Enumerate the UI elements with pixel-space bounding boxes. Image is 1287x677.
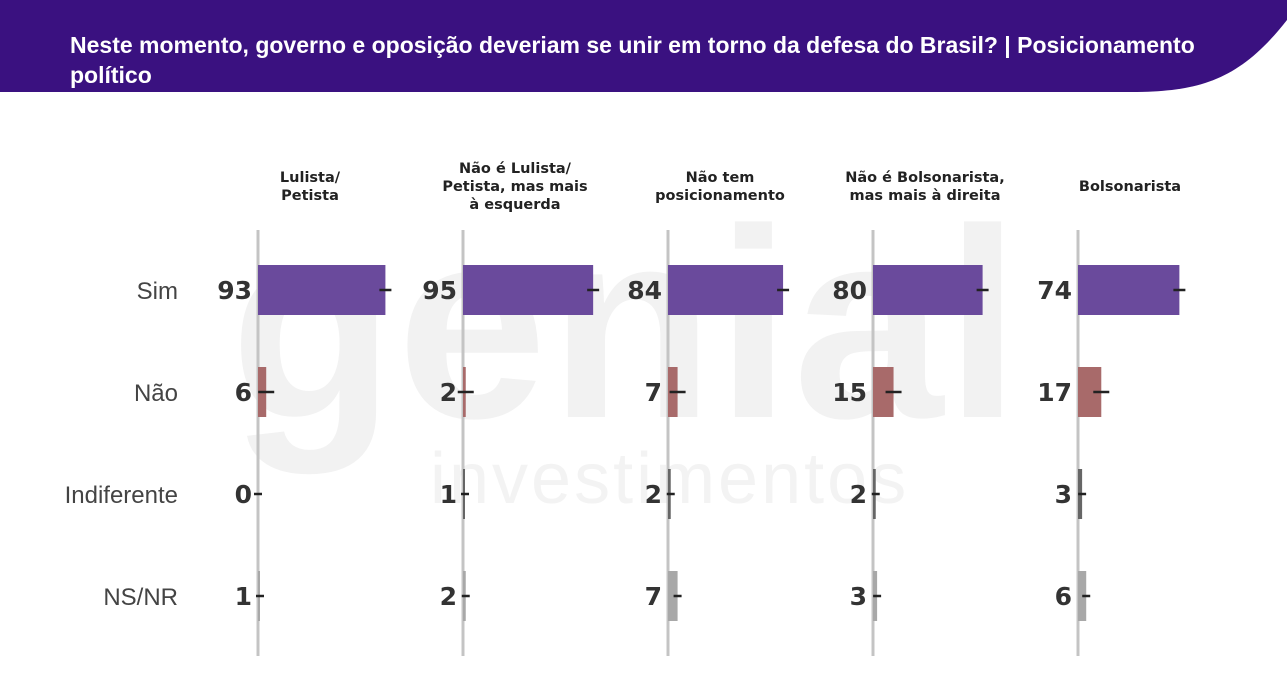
value-label: 6 bbox=[235, 378, 252, 407]
panel-header-line: Petista, mas mais bbox=[442, 179, 587, 195]
bar bbox=[873, 367, 894, 417]
bar bbox=[668, 265, 784, 315]
bar bbox=[668, 571, 678, 621]
value-label: 3 bbox=[1055, 480, 1072, 509]
panel-header-line: posicionamento bbox=[655, 188, 785, 204]
value-label: 2 bbox=[645, 480, 662, 509]
panel-header-line: Lulista/ bbox=[280, 170, 341, 186]
value-label: 95 bbox=[422, 276, 457, 305]
value-label: 1 bbox=[440, 480, 457, 509]
panel-header-line: Não é Lulista/ bbox=[459, 161, 572, 177]
panel-header-line: Não tem bbox=[686, 170, 755, 186]
value-label: 2 bbox=[440, 378, 457, 407]
bar bbox=[463, 265, 594, 315]
bar bbox=[258, 265, 386, 315]
panel-header-line: Bolsonarista bbox=[1079, 179, 1181, 195]
row-label: NS/NR bbox=[103, 584, 178, 611]
value-label: 17 bbox=[1037, 378, 1072, 407]
bar bbox=[1078, 571, 1087, 621]
row-label: Sim bbox=[137, 278, 178, 305]
value-label: 1 bbox=[235, 582, 252, 611]
bar bbox=[1078, 265, 1180, 315]
value-label: 3 bbox=[850, 582, 867, 611]
header-banner: Neste momento, governo e oposição deveri… bbox=[0, 0, 1287, 92]
value-label: 15 bbox=[832, 378, 867, 407]
value-label: 80 bbox=[832, 276, 867, 305]
header-background bbox=[0, 0, 1287, 92]
value-label: 84 bbox=[627, 276, 662, 305]
panel-header-line: Não é Bolsonarista, bbox=[845, 170, 1004, 186]
value-label: 74 bbox=[1037, 276, 1072, 305]
value-label: 2 bbox=[440, 582, 457, 611]
value-label: 7 bbox=[645, 582, 662, 611]
panel-header-line: mas mais à direita bbox=[850, 188, 1001, 204]
panel-header: Bolsonarista bbox=[1079, 179, 1181, 195]
value-label: 7 bbox=[645, 378, 662, 407]
panel-header: Não tem posicionamento bbox=[655, 170, 785, 204]
value-label: 93 bbox=[217, 276, 252, 305]
chart-title: Neste momento, governo e oposição deveri… bbox=[70, 32, 1195, 88]
panel-header: Não é Bolsonarista, mas mais à direita bbox=[845, 170, 1004, 204]
bar bbox=[873, 265, 983, 315]
value-label: 2 bbox=[850, 480, 867, 509]
bar bbox=[1078, 367, 1102, 417]
row-label: Indiferente bbox=[65, 482, 178, 509]
value-label: 0 bbox=[235, 480, 252, 509]
panel-header: Não é Lulista/Petista, mas mais à esquerd… bbox=[442, 161, 587, 213]
panel-header: Lulista/Petista bbox=[280, 170, 341, 204]
panel-header-line: Petista bbox=[281, 188, 339, 204]
row-label: Não bbox=[134, 380, 178, 407]
panel-header-line: à esquerda bbox=[469, 197, 560, 213]
value-label: 6 bbox=[1055, 582, 1072, 611]
